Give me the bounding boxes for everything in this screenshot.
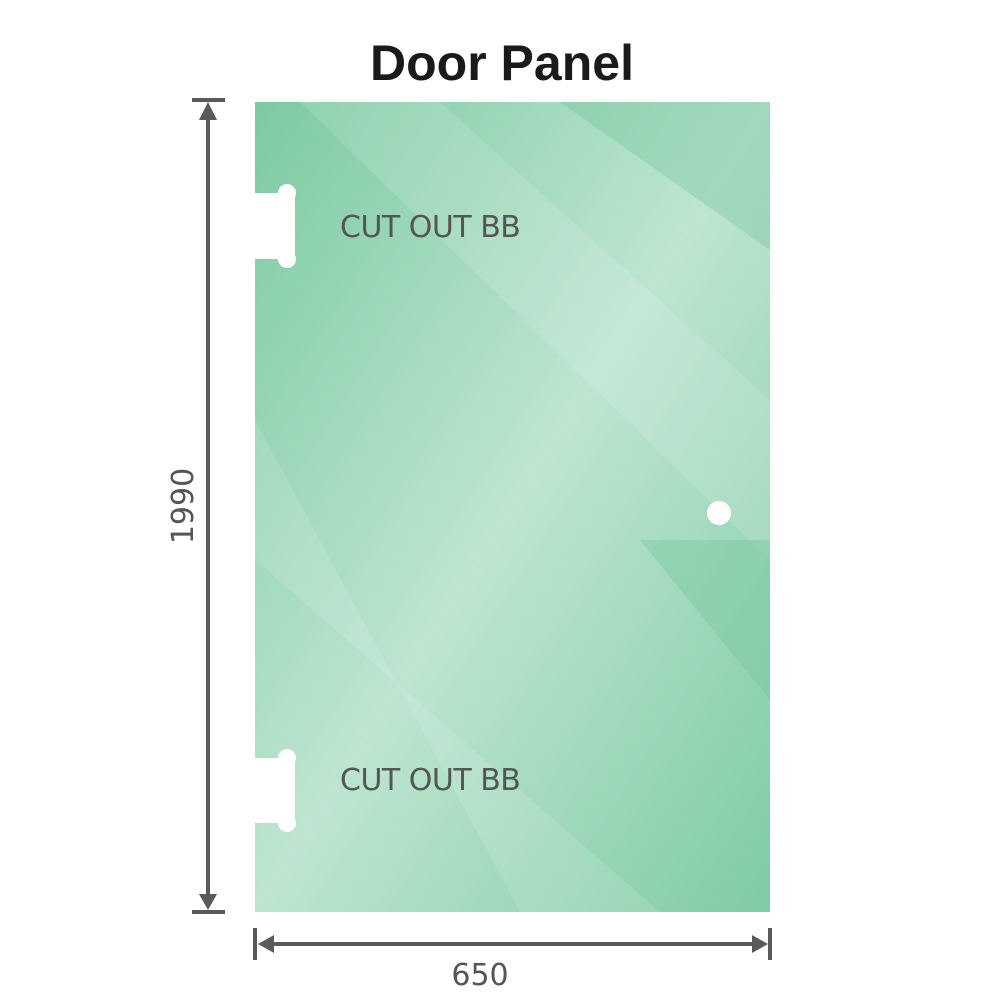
glass-shade (640, 540, 770, 700)
width-dimension-label: 650 (451, 958, 508, 993)
arrow-down-icon (199, 894, 217, 910)
glass-shade (560, 102, 770, 250)
handle-hole (707, 501, 731, 525)
glass-panel (255, 102, 770, 912)
height-dimension-label: 1990 (166, 468, 201, 544)
arrow-left-icon (258, 935, 274, 953)
page-title: Door Panel (370, 35, 634, 91)
arrow-up-icon (199, 102, 217, 120)
width-dimension-line (253, 928, 772, 960)
height-dimension-line (192, 98, 225, 914)
cutout-top (250, 184, 296, 268)
arrow-right-icon (752, 935, 768, 953)
cutout-bottom (250, 749, 296, 832)
cutout-label-bottom: CUT OUT BB (340, 763, 520, 798)
glass-reflection (300, 102, 770, 560)
cutout-label-top: CUT OUT BB (340, 210, 520, 245)
